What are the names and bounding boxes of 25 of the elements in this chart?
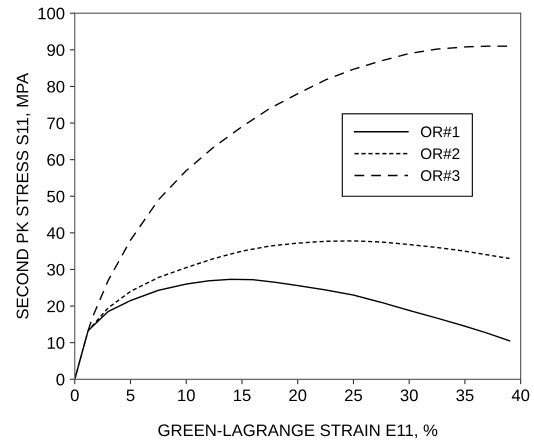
x-tick-label: 35 <box>456 389 474 402</box>
x-axis-title: GREEN-LAGRANGE STRAIN E11, % <box>158 424 438 438</box>
x-tick-label: 10 <box>178 389 195 402</box>
y-tick-label: 90 <box>47 44 64 56</box>
y-tick-label: 60 <box>47 154 64 166</box>
y-tick-label: 70 <box>47 117 64 130</box>
x-tick-label: 25 <box>345 389 362 402</box>
x-tick-label: 5 <box>126 390 134 402</box>
legend-label: OR#1 <box>420 126 460 138</box>
x-tick-label: 30 <box>400 389 418 402</box>
legend-label: OR#3 <box>420 170 460 182</box>
x-tick-label: 20 <box>289 389 306 402</box>
y-axis-title: SECOND PK STRESS S11, MPA <box>16 72 30 319</box>
y-tick-label: 40 <box>46 227 64 240</box>
y-tick-label: 30 <box>47 264 64 276</box>
x-tick-label: 15 <box>234 390 251 402</box>
x-tick-label: 40 <box>512 389 530 402</box>
y-tick-label: 100 <box>38 8 64 20</box>
legend-label: OR#2 <box>420 148 460 160</box>
y-tick-label: 10 <box>48 337 64 349</box>
x-tick-label: 0 <box>70 389 79 402</box>
y-tick-label: 20 <box>47 300 64 312</box>
y-tick-label: 80 <box>47 80 64 93</box>
y-tick-label: 0 <box>56 374 64 386</box>
y-tick-label: 50 <box>47 190 64 202</box>
